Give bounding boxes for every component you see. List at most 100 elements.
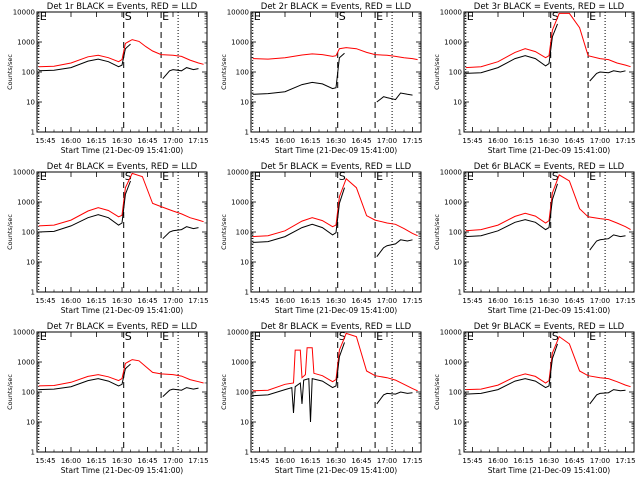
time-marker-label: E <box>40 330 47 343</box>
x-tick-label: 17:00 <box>163 457 183 465</box>
x-tick-label: 17:15 <box>188 137 208 145</box>
panel-title: Det 8r BLACK = Events, RED = LLD <box>261 322 412 332</box>
series-line-events <box>38 180 131 233</box>
x-tick-label: 17:00 <box>163 297 183 305</box>
x-axis-label: Start Time (21-Dec-09 15:41:00) <box>275 306 397 315</box>
y-tick-label: 10000 <box>13 9 35 17</box>
y-tick-label: 1000 <box>444 199 462 207</box>
detector-panel-5: Det 5r BLACK = Events, RED = LLD Counts/s… <box>220 162 423 315</box>
y-tick-label: 10000 <box>440 329 462 337</box>
time-marker-label: E <box>40 170 47 183</box>
plot-frame <box>36 11 208 133</box>
y-tick-label: 1 <box>31 449 35 457</box>
x-tick-label: 16:00 <box>275 297 295 305</box>
x-axis-label: Start Time (21-Dec-09 15:41:00) <box>488 306 610 315</box>
y-tick-label: 1 <box>458 449 462 457</box>
time-marker-label: E <box>376 170 383 183</box>
series-line-events <box>252 342 345 423</box>
panel-title: Det 7r BLACK = Events, RED = LLD <box>47 322 198 332</box>
y-tick-label: 1000 <box>444 39 462 47</box>
y-tick-label: 10 <box>26 99 35 107</box>
y-tick-label: 100 <box>236 389 249 397</box>
x-tick-label: 16:15 <box>513 137 533 145</box>
time-marker-label: E <box>589 330 596 343</box>
time-marker-label: E <box>162 330 169 343</box>
y-tick-label: 1 <box>245 289 249 297</box>
x-tick-label: 16:45 <box>137 457 157 465</box>
x-axis-label: Start Time (21-Dec-09 15:41:00) <box>275 146 397 155</box>
plot-frame <box>463 331 635 453</box>
y-tick-label: 100 <box>236 229 249 237</box>
time-marker-label: S <box>125 170 132 183</box>
y-tick-label: 100 <box>22 389 35 397</box>
y-tick-label: 10 <box>26 259 35 267</box>
x-tick-label: 15:45 <box>35 297 55 305</box>
y-axis-label: Counts/sec <box>6 374 14 410</box>
y-tick-label: 1 <box>31 289 35 297</box>
x-tick-label: 16:00 <box>61 297 81 305</box>
series-line-events <box>252 52 345 95</box>
time-marker-label: S <box>552 10 559 23</box>
x-tick-label: 16:45 <box>351 457 371 465</box>
y-tick-label: 10 <box>26 419 35 427</box>
time-marker-label: E <box>40 10 47 23</box>
y-tick-label: 10000 <box>440 169 462 177</box>
y-axis-label: Counts/sec <box>220 214 228 250</box>
time-marker-label: E <box>467 10 474 23</box>
series-line-events <box>589 70 626 82</box>
y-axis-label: Counts/sec <box>6 54 14 90</box>
panel-title: Det 3r BLACK = Events, RED = LLD <box>474 2 625 12</box>
x-tick-label: 15:45 <box>249 457 269 465</box>
detector-panel-6: Det 6r BLACK = Events, RED = LLD Counts/s… <box>433 162 636 315</box>
x-tick-label: 16:45 <box>564 297 584 305</box>
y-tick-label: 10 <box>453 99 462 107</box>
y-tick-label: 10 <box>240 99 249 107</box>
panel-title: Det 4r BLACK = Events, RED = LLD <box>47 162 198 172</box>
time-marker-label: S <box>552 330 559 343</box>
time-marker-label: E <box>254 170 261 183</box>
y-tick-label: 10 <box>453 259 462 267</box>
y-tick-label: 100 <box>449 69 462 77</box>
x-tick-label: 17:15 <box>402 457 422 465</box>
y-axis-label: Counts/sec <box>433 374 441 410</box>
y-tick-label: 1 <box>31 129 35 137</box>
detector-panel-4: Det 4r BLACK = Events, RED = LLD Counts/s… <box>6 162 209 315</box>
plot-frame <box>250 171 422 293</box>
x-axis-label: Start Time (21-Dec-09 15:41:00) <box>488 146 610 155</box>
y-axis-label: Counts/sec <box>6 214 14 250</box>
series-line-events <box>465 183 558 238</box>
time-marker-label: S <box>339 170 346 183</box>
panel-title: Det 6r BLACK = Events, RED = LLD <box>474 162 625 172</box>
series-line-lld <box>38 39 204 68</box>
x-tick-label: 15:45 <box>249 297 269 305</box>
x-tick-label: 16:45 <box>137 137 157 145</box>
series-line-events <box>376 391 413 405</box>
time-marker-label: S <box>339 330 346 343</box>
x-tick-label: 15:45 <box>35 457 55 465</box>
x-tick-label: 16:15 <box>513 457 533 465</box>
series-line-events <box>465 343 558 395</box>
plot-frame <box>250 11 422 133</box>
time-marker-label: E <box>467 330 474 343</box>
x-tick-label: 15:45 <box>462 137 482 145</box>
series-line-events <box>376 92 413 103</box>
y-tick-label: 1 <box>458 289 462 297</box>
x-tick-label: 16:45 <box>351 297 371 305</box>
x-tick-label: 16:15 <box>86 137 106 145</box>
x-tick-label: 16:30 <box>112 297 132 305</box>
x-tick-label: 16:00 <box>488 137 508 145</box>
time-marker-label: S <box>339 10 346 23</box>
x-axis-label: Start Time (21-Dec-09 15:41:00) <box>61 146 183 155</box>
panel-title: Det 5r BLACK = Events, RED = LLD <box>261 162 412 172</box>
x-axis-label: Start Time (21-Dec-09 15:41:00) <box>61 306 183 315</box>
y-axis-label: Counts/sec <box>433 214 441 250</box>
series-line-events <box>252 187 345 243</box>
x-tick-label: 17:15 <box>615 137 635 145</box>
x-tick-label: 17:00 <box>377 297 397 305</box>
x-tick-label: 17:00 <box>377 137 397 145</box>
series-line-lld <box>465 335 631 391</box>
series-line-events <box>589 389 626 405</box>
y-tick-label: 10000 <box>227 9 249 17</box>
plot-frame <box>250 331 422 453</box>
x-tick-label: 16:15 <box>300 297 320 305</box>
